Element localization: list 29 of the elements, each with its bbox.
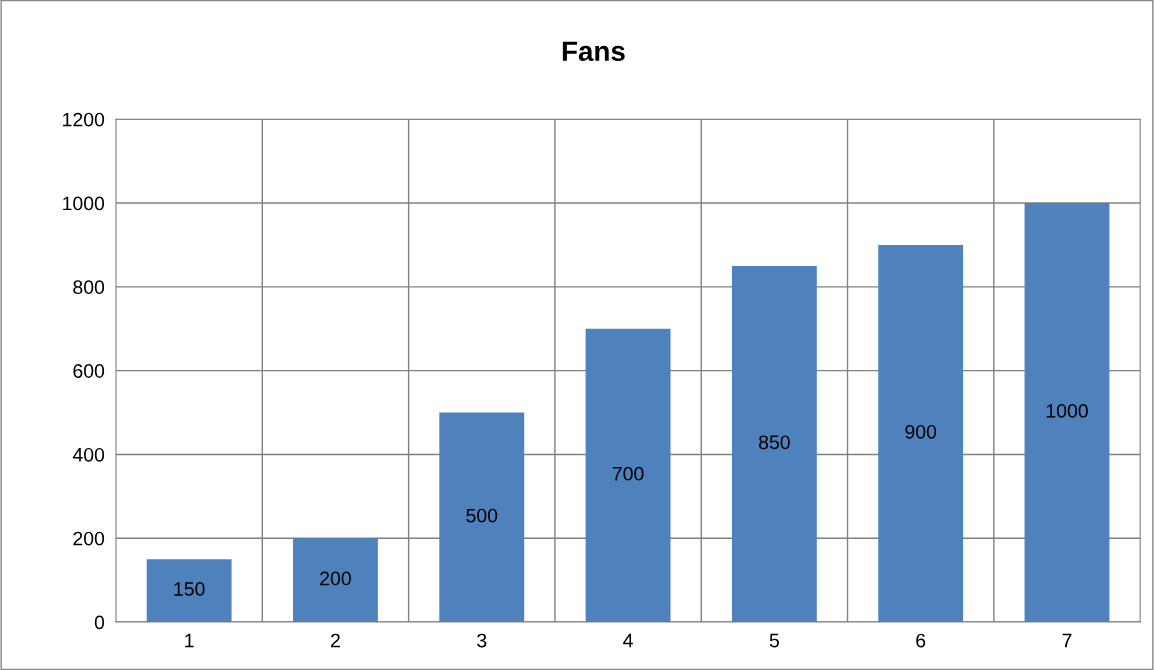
y-tick-label: 1000 — [63, 196, 105, 211]
data-label: 200 — [320, 571, 351, 586]
bar — [878, 244, 964, 623]
x-tick-label: 2 — [331, 633, 340, 648]
chart-title: Fans — [562, 41, 625, 62]
bar — [146, 559, 232, 623]
data-label: 850 — [759, 435, 790, 450]
x-tick-label: 5 — [769, 633, 779, 648]
y-tick-label: 0 — [94, 615, 105, 630]
y-tick-label: 400 — [72, 447, 105, 462]
bar — [585, 328, 671, 623]
x-tick-label: 3 — [477, 633, 487, 648]
data-label: 900 — [905, 424, 937, 439]
data-label: 700 — [612, 466, 644, 481]
bar — [293, 538, 378, 623]
bar — [731, 265, 817, 623]
data-label: 1000 — [1046, 403, 1088, 418]
x-tick-label: 4 — [623, 633, 633, 648]
x-tick-label: 1 — [185, 633, 194, 648]
data-label: 500 — [466, 508, 498, 523]
y-tick-label: 200 — [73, 531, 105, 546]
x-tick-label: 7 — [1062, 633, 1072, 648]
x-tick-label: 6 — [916, 633, 926, 648]
y-tick-label: 1200 — [63, 112, 105, 127]
y-tick-label: 600 — [73, 364, 105, 378]
bar — [1024, 203, 1110, 623]
y-tick-label: 800 — [73, 280, 105, 295]
bar — [439, 412, 525, 623]
data-label: 150 — [174, 582, 205, 596]
